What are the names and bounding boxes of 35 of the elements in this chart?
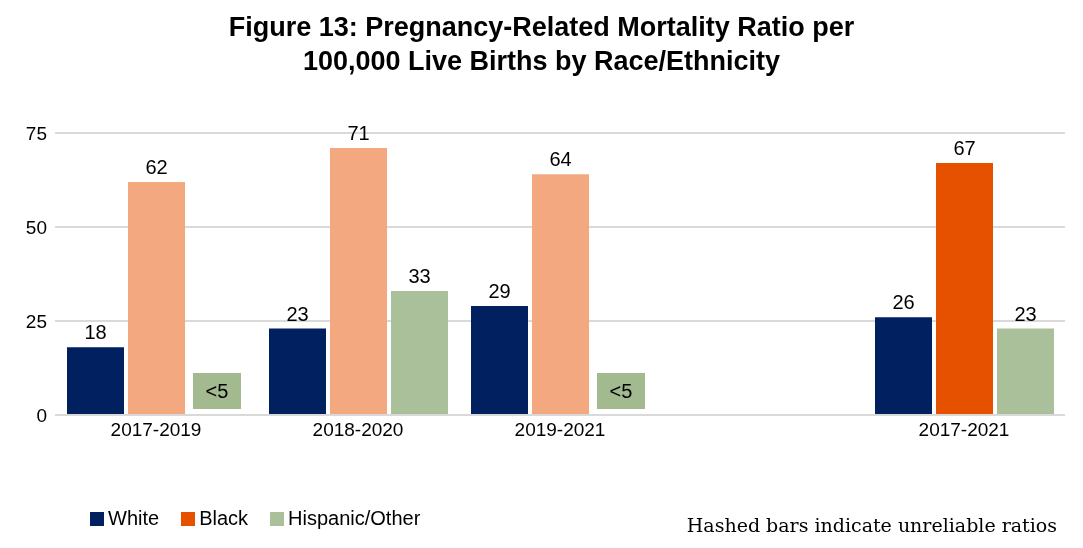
bar: [997, 328, 1054, 415]
bar: [391, 290, 448, 415]
y-tick-label: 50: [25, 216, 47, 238]
data-label: 62: [145, 155, 168, 178]
data-label: 71: [347, 122, 370, 145]
data-label: 23: [286, 302, 309, 325]
data-label: 33: [408, 264, 431, 287]
x-tick-label: 2017-2019: [110, 419, 202, 441]
legend-label: Hispanic/Other: [288, 507, 421, 530]
bar: [471, 305, 528, 415]
data-label: 29: [488, 279, 511, 302]
x-tick-label: 2018-2020: [312, 419, 404, 441]
bar: [330, 148, 387, 415]
bar: [128, 181, 185, 415]
x-tick-label: 2019-2021: [514, 419, 606, 441]
bar: [269, 328, 326, 415]
legend-label: White: [108, 507, 160, 530]
y-tick-label: 25: [25, 310, 47, 332]
annotation: <5: [205, 380, 229, 402]
data-label: 67: [953, 137, 976, 160]
bar: [67, 347, 124, 415]
annotation: <5: [609, 380, 633, 402]
data-label: 23: [1014, 302, 1037, 325]
y-tick-label: 75: [25, 122, 47, 144]
data-label: 64: [549, 148, 572, 171]
data-label: 18: [84, 321, 107, 344]
chart-title: Figure 13: Pregnancy-Related Mortality Ratio per 100,000 Live Births by Race/Ethnicity: [227, 11, 856, 78]
y-tick-label: 0: [36, 404, 47, 426]
text: Hashed bars indicate unreliable ratios: [686, 514, 1057, 536]
bar: [875, 317, 932, 415]
bar: [532, 174, 589, 415]
x-tick-label: 2017-2021: [918, 419, 1010, 441]
bar: [936, 163, 993, 415]
legend-label: Black: [199, 507, 249, 530]
data-label: 26: [892, 291, 915, 314]
